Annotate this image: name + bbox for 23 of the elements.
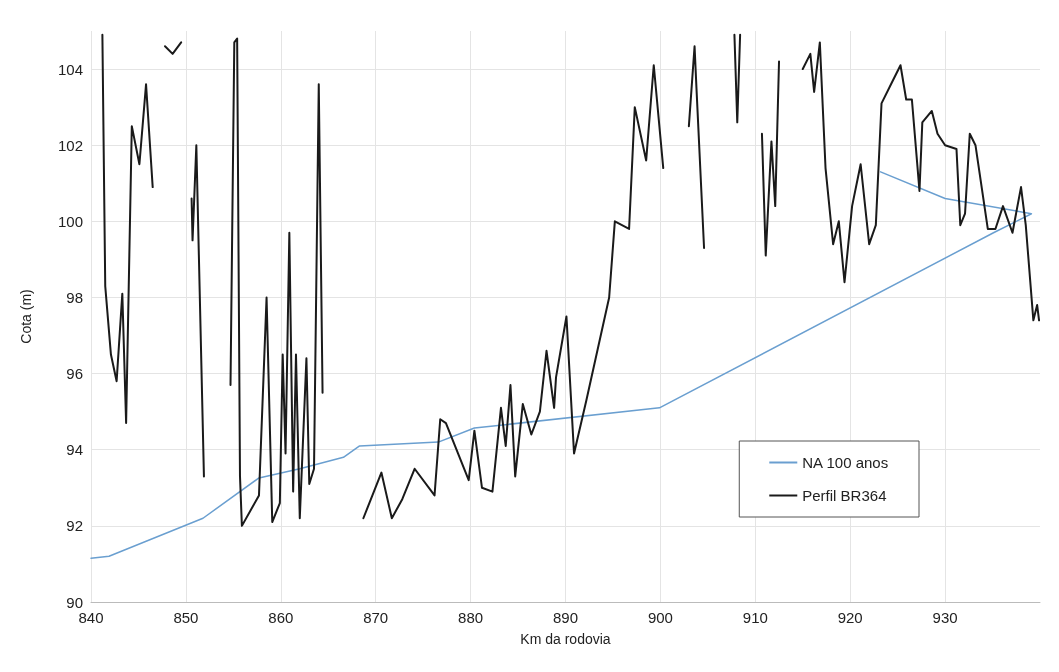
- y-tick-label: 92: [66, 517, 83, 535]
- y-tick-label: 98: [66, 288, 83, 306]
- legend-label: Perfil BR364: [802, 487, 887, 504]
- y-tick-label: 94: [66, 441, 83, 459]
- x-tick-label: 910: [742, 609, 768, 626]
- x-tick-label: 840: [78, 609, 104, 626]
- y-tick-label: 102: [57, 136, 83, 154]
- y-tick-label: 90: [66, 593, 83, 611]
- x-tick-label: 850: [173, 609, 199, 626]
- x-tick-label: 900: [647, 609, 673, 626]
- x-tick-label: 930: [932, 609, 958, 626]
- x-tick-label: 920: [837, 609, 863, 626]
- x-tick-label: 880: [458, 609, 484, 626]
- y-tick-label: 100: [57, 212, 83, 230]
- x-tick-label: 870: [363, 609, 389, 626]
- x-tick-label: 890: [552, 609, 579, 626]
- x-tick-label: 860: [268, 609, 294, 626]
- legend-label: NA 100 anos: [802, 454, 889, 471]
- line-series: [90, 171, 1033, 559]
- x-axis-title: Km da rodovia: [520, 631, 611, 647]
- y-tick-label: 104: [57, 60, 83, 78]
- y-axis-title: Cota (m): [18, 289, 34, 344]
- y-tick-label: 96: [66, 365, 83, 383]
